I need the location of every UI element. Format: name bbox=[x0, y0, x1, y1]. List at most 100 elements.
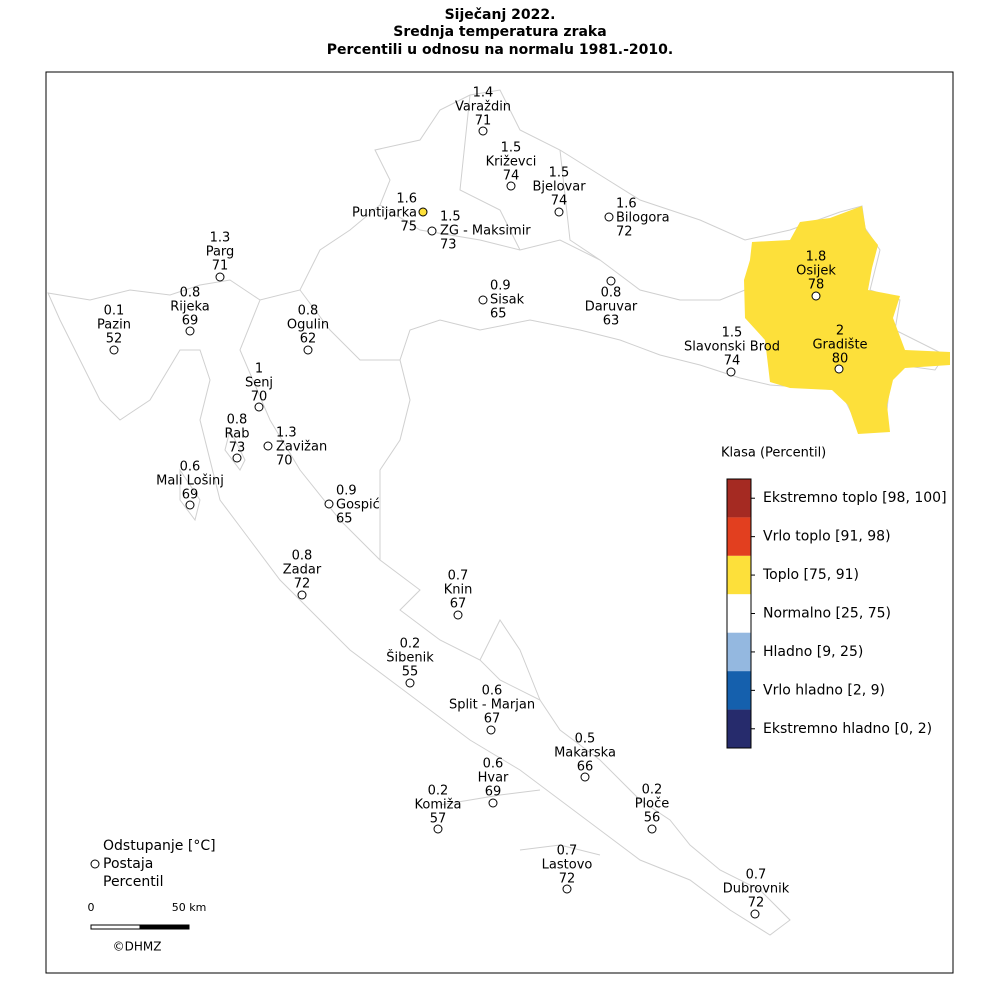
station-percentile: 80 bbox=[832, 352, 849, 367]
station-name: Bilogora bbox=[616, 211, 670, 226]
station-name: Puntijarka bbox=[352, 206, 417, 221]
station-marker bbox=[478, 295, 488, 305]
station-anomaly: 0.9 bbox=[336, 484, 357, 499]
legend-label: Hladno [9, 25) bbox=[763, 644, 863, 660]
station-marker bbox=[324, 499, 334, 509]
station-name: Osijek bbox=[796, 264, 836, 279]
station-name: Rijeka bbox=[170, 300, 210, 315]
station-percentile: 67 bbox=[484, 712, 501, 727]
station-percentile: 69 bbox=[485, 785, 502, 800]
station-marker bbox=[486, 725, 496, 735]
station-name: Gospić bbox=[336, 498, 380, 513]
station-name: Pazin bbox=[97, 318, 131, 333]
station-anomaly: 0.1 bbox=[104, 304, 125, 319]
station-marker bbox=[604, 212, 614, 222]
station-marker bbox=[811, 291, 821, 301]
station-anomaly: 1.6 bbox=[396, 192, 417, 207]
station-percentile: 69 bbox=[182, 314, 199, 329]
legend-label: Vrlo hladno [2, 9) bbox=[763, 682, 885, 698]
station-percentile: 55 bbox=[402, 665, 419, 680]
station-marker bbox=[185, 326, 195, 336]
station-percentile: 65 bbox=[336, 512, 353, 527]
station-percentile: 56 bbox=[644, 811, 661, 826]
legend-swatch bbox=[727, 671, 751, 710]
legend-swatch bbox=[727, 594, 751, 633]
station-percentile: 57 bbox=[430, 812, 447, 827]
station-marker bbox=[185, 500, 195, 510]
station-anomaly: 1.5 bbox=[549, 166, 570, 181]
station-marker bbox=[488, 798, 498, 808]
station-anomaly: 1.6 bbox=[616, 197, 637, 212]
scale-start: 0 bbox=[88, 901, 95, 914]
title-line: Srednja temperatura zraka bbox=[393, 24, 606, 40]
legend-label: Normalno [25, 75) bbox=[763, 606, 891, 622]
station-name: Varaždin bbox=[455, 100, 511, 115]
legend-label: Ekstremno toplo [98, 100] bbox=[763, 490, 947, 506]
station-anomaly: 0.8 bbox=[298, 304, 319, 319]
station-name: Šibenik bbox=[386, 650, 434, 666]
legend-swatch bbox=[727, 632, 751, 672]
key-anomaly: Odstupanje [°C] bbox=[103, 838, 216, 854]
station-percentile: 62 bbox=[300, 332, 317, 347]
station-marker bbox=[834, 364, 844, 374]
station-marker bbox=[263, 441, 273, 451]
station-marker bbox=[554, 207, 564, 217]
station-marker bbox=[647, 824, 657, 834]
legend-swatch bbox=[727, 555, 751, 595]
copyright: ©DHMZ bbox=[113, 940, 162, 954]
key-station: Postaja bbox=[103, 856, 153, 872]
station-name: Hvar bbox=[478, 771, 509, 786]
warm-region bbox=[744, 206, 950, 434]
legend-label: Vrlo toplo [91, 98) bbox=[763, 529, 891, 545]
borders bbox=[47, 89, 946, 936]
station-percentile: 72 bbox=[294, 577, 311, 592]
legend-frame bbox=[726, 478, 752, 749]
scale-bar bbox=[139, 924, 190, 930]
station-anomaly: 0.8 bbox=[601, 286, 622, 301]
legend-swatch bbox=[727, 517, 751, 556]
station-name: Bjelovar bbox=[532, 180, 586, 195]
station-anomaly: 0.8 bbox=[227, 413, 248, 428]
station-name: Mali Lošinj bbox=[156, 474, 224, 489]
station-percentile: 66 bbox=[577, 760, 594, 775]
station-anomaly: 0.2 bbox=[400, 637, 421, 652]
station-name: Slavonski Brod bbox=[684, 340, 780, 355]
station-marker bbox=[109, 345, 119, 355]
station-name: Senj bbox=[245, 376, 273, 391]
station-name: Split - Marjan bbox=[449, 698, 535, 713]
station-anomaly: 0.6 bbox=[483, 757, 504, 772]
station-name: Knin bbox=[444, 583, 473, 598]
station-percentile: 74 bbox=[551, 194, 568, 209]
station-name: Lastovo bbox=[542, 858, 593, 873]
station-anomaly: 0.8 bbox=[180, 286, 201, 301]
key-marker bbox=[90, 859, 100, 869]
station-percentile: 52 bbox=[106, 332, 123, 347]
station-anomaly: 1.8 bbox=[806, 250, 827, 265]
station-name: Ogulin bbox=[287, 318, 329, 333]
station-marker bbox=[303, 345, 313, 355]
station-anomaly: 0.6 bbox=[482, 684, 503, 699]
station-anomaly: 0.7 bbox=[448, 569, 469, 584]
station-anomaly: 0.2 bbox=[642, 783, 663, 798]
station-percentile: 74 bbox=[503, 169, 520, 184]
station-marker bbox=[606, 276, 616, 286]
legend: Ekstremno toplo [98, 100] Vrlo toplo [91,… bbox=[726, 478, 947, 749]
